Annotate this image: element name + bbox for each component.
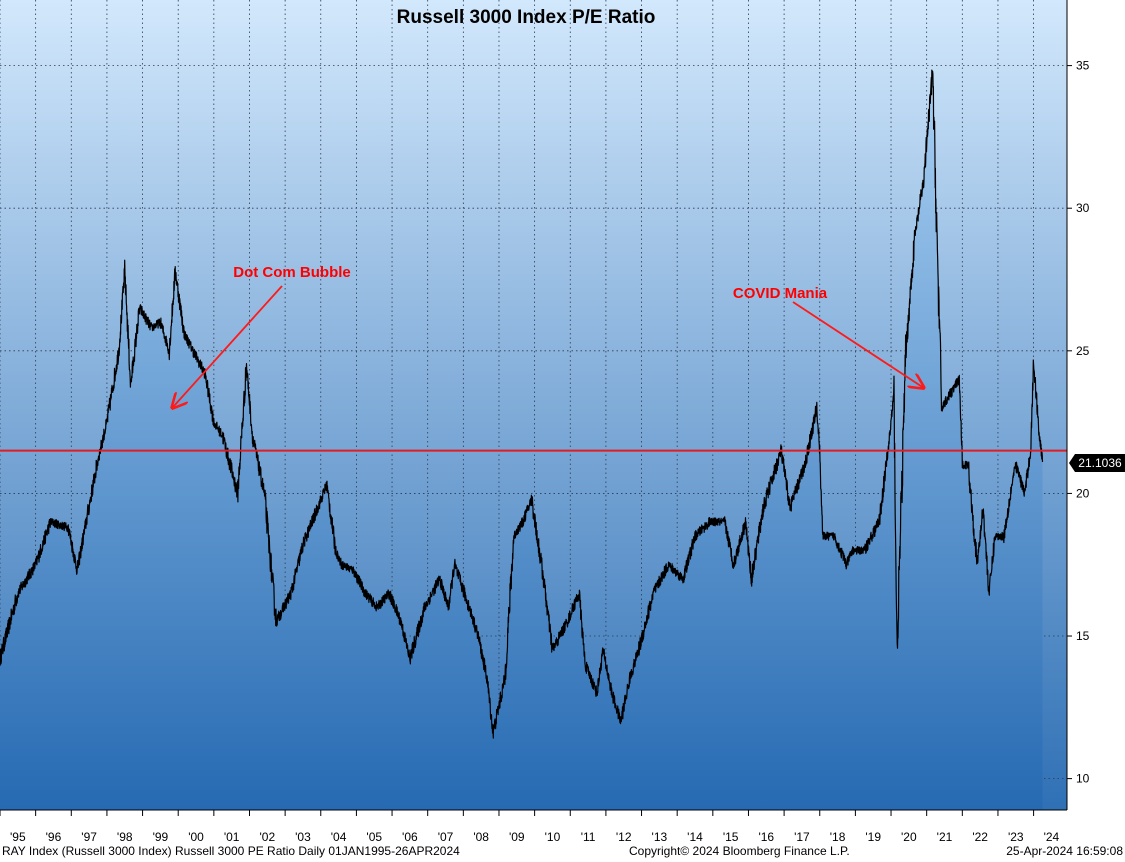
x-tick-label: '04	[331, 830, 347, 844]
annotation-label: COVID Mania	[733, 285, 828, 302]
x-tick-label: '17	[794, 830, 810, 844]
last-value-label: 21.1036	[1078, 456, 1122, 470]
x-tick-label: '15	[723, 830, 739, 844]
x-axis-panel	[0, 810, 1125, 862]
x-tick-label: '14	[687, 830, 703, 844]
y-axis-panel	[1067, 0, 1125, 810]
x-tick-label: '95	[10, 830, 26, 844]
x-tick-label: '16	[758, 830, 774, 844]
x-tick-label: '18	[830, 830, 846, 844]
x-tick-label: '99	[153, 830, 169, 844]
x-tick-label: '96	[46, 830, 62, 844]
y-tick-label: 15	[1076, 629, 1090, 643]
last-value-badge: 21.1036	[1069, 454, 1125, 473]
annotation-arrow	[172, 285, 283, 408]
x-tick-label: '01	[224, 830, 240, 844]
annotations: Dot Com Bubble COVID Mania	[172, 264, 923, 408]
footer-timestamp: 25-Apr-2024 16:59:08	[1006, 844, 1123, 858]
x-tick-label: '10	[545, 830, 561, 844]
y-tick-label: 20	[1076, 486, 1090, 500]
x-tick-label: '05	[366, 830, 382, 844]
chart-title: Russell 3000 Index P/E Ratio	[397, 7, 656, 28]
x-tick-label: '20	[901, 830, 917, 844]
x-tick-label: '13	[652, 830, 668, 844]
x-axis-ticks: '95 '96 '97 '98 '99 '00 '01 '02 '03 '04 '05 '06 '07 '…	[0, 810, 1060, 844]
x-tick-label: '19	[865, 830, 881, 844]
x-tick-label: '02	[259, 830, 275, 844]
footer-source: RAY Index (Russell 3000 Index) Russell 3…	[2, 844, 460, 858]
annotation-label: Dot Com Bubble	[233, 264, 351, 281]
x-tick-label: '03	[295, 830, 311, 844]
y-tick-label: 10	[1076, 772, 1090, 786]
x-tick-label: '08	[473, 830, 489, 844]
x-tick-label: '24	[1044, 830, 1060, 844]
x-tick-label: '12	[616, 830, 632, 844]
x-tick-label: '00	[188, 830, 204, 844]
x-tick-label: '23	[1008, 830, 1024, 844]
y-tick-label: 30	[1076, 201, 1090, 215]
x-tick-label: '06	[402, 830, 418, 844]
x-tick-label: '22	[972, 830, 988, 844]
series-line	[0, 69, 1044, 739]
y-tick-label: 25	[1076, 344, 1090, 358]
x-tick-label: '11	[581, 830, 596, 844]
annotation-arrow	[792, 301, 924, 388]
x-tick-label: '09	[509, 830, 525, 844]
x-tick-label: '97	[81, 830, 97, 844]
x-tick-label: '98	[117, 830, 133, 844]
series-area-fill	[0, 70, 1043, 811]
footer-copyright: Copyright© 2024 Bloomberg Finance L.P.	[629, 844, 850, 858]
x-tick-label: '21	[937, 830, 953, 844]
y-axis-ticks: 10 15 20 25 30 35	[1067, 59, 1090, 786]
x-tick-label: '07	[438, 830, 454, 844]
y-tick-label: 35	[1076, 59, 1090, 73]
